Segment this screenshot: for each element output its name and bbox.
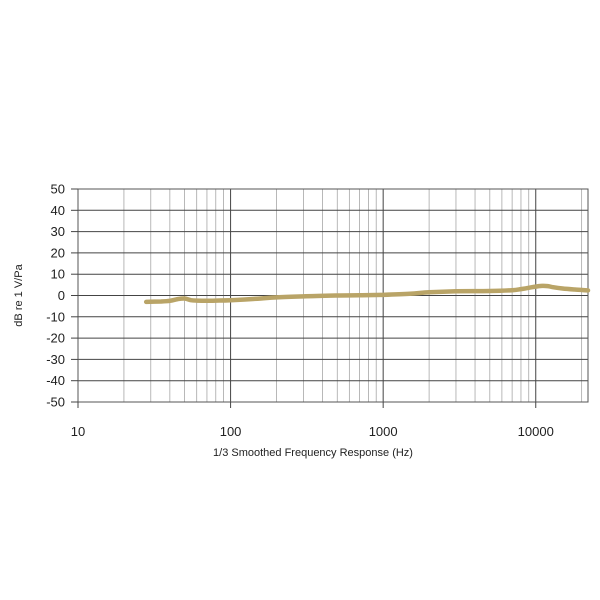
y-tick-label: 20 — [51, 245, 65, 260]
x-tick-label: 10000 — [518, 424, 554, 439]
y-axis: 50 40 30 20 10 0 -10 -20 -30 -40 -50 — [46, 182, 78, 410]
y-tick-label: 50 — [51, 182, 65, 197]
y-tick-label: -10 — [46, 309, 65, 324]
series-group — [143, 283, 591, 305]
x-axis: 10 100 1000 10000 — [71, 402, 554, 439]
frequency-response-line — [143, 283, 591, 305]
y-tick-label: -30 — [46, 352, 65, 367]
y-axis-title: dB re 1 V/Pa — [13, 263, 25, 326]
y-tick-label: 40 — [51, 203, 65, 218]
x-tick-label: 10 — [71, 424, 85, 439]
x-tick-label: 1000 — [369, 424, 398, 439]
y-tick-label: 10 — [51, 267, 65, 282]
x-axis-title: 1/3 Smoothed Frequency Response (Hz) — [213, 447, 413, 459]
y-tick-label: -20 — [46, 331, 65, 346]
y-tick-label: -50 — [46, 395, 65, 410]
y-tick-label: 0 — [58, 288, 65, 303]
x-tick-label: 100 — [220, 424, 242, 439]
y-tick-label: 30 — [51, 224, 65, 239]
y-tick-label: -40 — [46, 373, 65, 388]
